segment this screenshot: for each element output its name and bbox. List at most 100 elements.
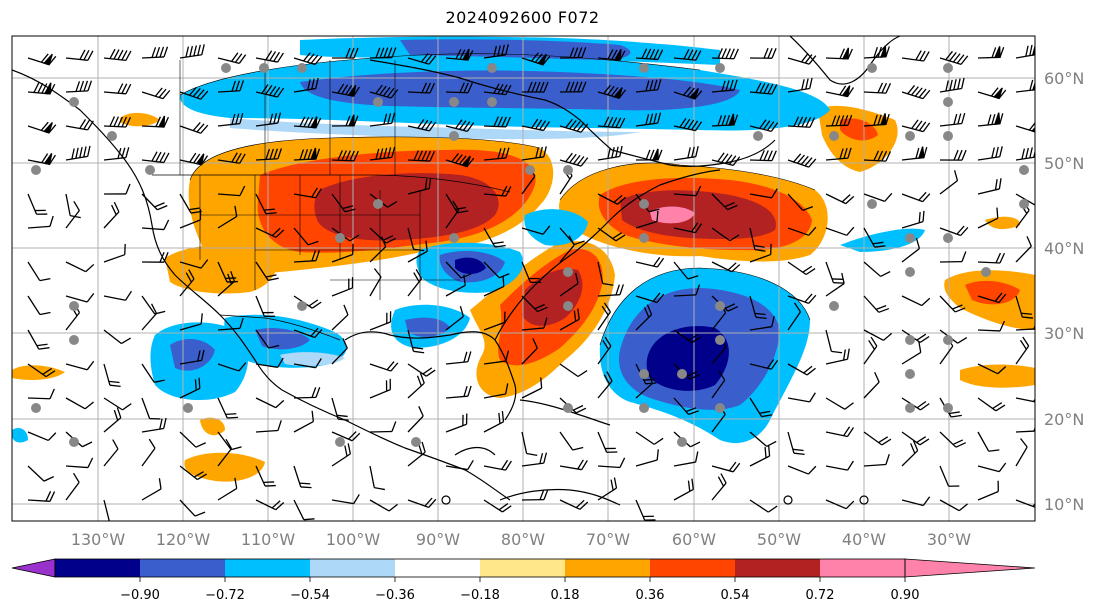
station-dot [943, 335, 953, 345]
wind-barb [559, 235, 575, 263]
wind-barb [141, 251, 169, 263]
wind-barb [103, 290, 132, 301]
station-dot [487, 63, 497, 73]
wind-barb [103, 499, 121, 521]
wind-barb [179, 499, 206, 517]
wind-barb [863, 261, 891, 278]
station-dot [639, 63, 649, 73]
wind-barb [217, 477, 238, 501]
wind-barb [217, 362, 247, 372]
station-dot [677, 437, 687, 447]
station-dot [449, 97, 459, 107]
wind-barb [331, 243, 354, 263]
wind-barb [331, 114, 359, 127]
wind-barb [103, 329, 131, 345]
colorbar-tick-label: −0.36 [375, 588, 415, 603]
wind-barb [711, 227, 740, 242]
wind-barb [787, 116, 816, 128]
wind-barb [673, 185, 702, 197]
political-boundaries [179, 60, 460, 300]
wind-barb [103, 201, 120, 229]
wind-barb [483, 227, 506, 248]
wind-barb [977, 462, 1007, 473]
wind-barb [483, 311, 506, 331]
coastline-yucatan [454, 446, 496, 456]
wind-barb [1015, 438, 1028, 467]
colorbar-bin [225, 559, 310, 577]
colorbar-tick-label: −0.72 [205, 588, 245, 603]
wind-barb [255, 261, 279, 281]
wind-barb [901, 210, 925, 229]
station-dot [563, 301, 573, 311]
lat-label: 10°N [1044, 495, 1084, 514]
wind-barb [65, 145, 91, 161]
colorbar-bin [565, 559, 650, 577]
wind-barb [369, 361, 399, 372]
wind-barb [27, 82, 56, 95]
wind-barb [559, 152, 589, 167]
wind-barb [331, 304, 349, 331]
wind-barb [141, 115, 170, 128]
wind-barb [407, 363, 436, 377]
wind-barb [27, 491, 56, 502]
lat-label: 50°N [1044, 154, 1084, 173]
wind-barb [863, 295, 890, 313]
station-dot [867, 63, 877, 73]
station-dot [183, 403, 193, 413]
wind-barb [673, 86, 703, 100]
wind-barb [103, 83, 132, 95]
wind-barb [901, 119, 931, 133]
wind-barb [293, 227, 319, 246]
wind-barb [673, 146, 699, 161]
wind-barb [445, 274, 466, 297]
wind-barb [255, 329, 280, 349]
wind-barb [293, 499, 315, 521]
station-dot [639, 199, 649, 209]
station-dot [715, 63, 725, 73]
wind-barb [635, 79, 662, 93]
wind-barb [825, 47, 853, 60]
station-dot [829, 131, 839, 141]
wind-barb [407, 497, 437, 509]
wind-barb [407, 372, 425, 399]
wind-barb [217, 317, 244, 331]
wind-barb [407, 177, 432, 195]
wind-barb [521, 452, 548, 467]
anomaly-great-lakes [524, 209, 588, 246]
colorbar-bin [310, 559, 395, 577]
lon-label: 90°W [416, 530, 460, 549]
wind-barb [521, 489, 549, 501]
wind-barb [407, 329, 425, 354]
wind-barb [635, 449, 659, 467]
wind-barb [255, 465, 276, 487]
wind-barb [483, 499, 512, 513]
lon-label: 80°W [501, 530, 545, 549]
border-us-mexico [219, 314, 341, 341]
wind-barb [65, 397, 94, 410]
wind-barb [787, 261, 816, 276]
wind-barb [749, 295, 767, 320]
wind-barb [27, 215, 54, 229]
wind-barb [901, 50, 930, 62]
wind-barb [179, 122, 209, 134]
wind-barb [863, 227, 886, 248]
wind-barb [559, 431, 584, 451]
wind-barb [293, 187, 322, 199]
wind-barb [597, 302, 611, 331]
wind-barb [217, 431, 242, 451]
station-markers [31, 63, 1029, 447]
wind-barb [255, 295, 276, 318]
wind-barb [293, 465, 312, 489]
lon-label: 120°W [156, 530, 211, 549]
wind-barb [293, 116, 322, 129]
wind-barb [977, 320, 1006, 332]
wind-barb [597, 145, 623, 161]
wind-barb [521, 52, 551, 66]
anomaly-southeast-core [405, 317, 450, 337]
longitude-labels: 130°W 120°W 110°W 100°W 90°W 80°W 70°W 6… [71, 530, 971, 549]
station-dot [31, 165, 41, 175]
lon-label: 100°W [326, 530, 381, 549]
wind-barb [711, 461, 741, 473]
wind-barb [787, 302, 802, 331]
wind-barb [749, 150, 777, 162]
